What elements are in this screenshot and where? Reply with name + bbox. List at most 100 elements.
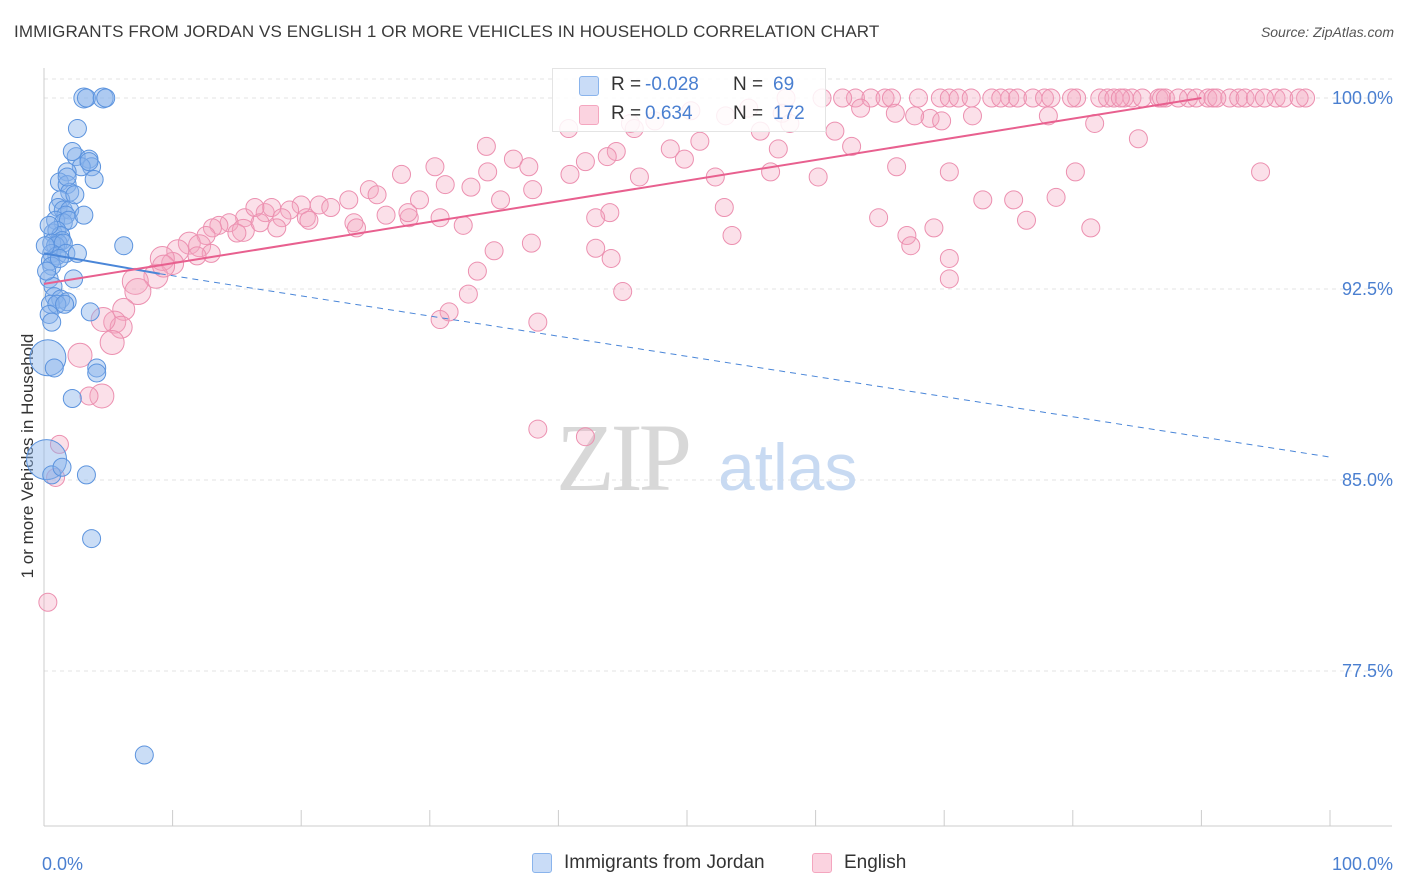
x-tick-label: 0.0%: [42, 854, 83, 874]
english-point: [484, 241, 504, 261]
english-point: [1067, 88, 1087, 108]
english-point: [629, 167, 649, 187]
english-point: [714, 198, 734, 218]
english-point: [272, 208, 292, 228]
y-tick-label: 85.0%: [1342, 470, 1393, 490]
stats-n-label: N =: [733, 74, 764, 95]
jordan-point: [87, 358, 107, 378]
english-point: [38, 592, 58, 612]
jordan-point: [80, 302, 100, 322]
english-point: [1038, 106, 1058, 126]
english-point: [491, 190, 511, 210]
legend-swatch-jordan: [532, 853, 552, 873]
english-point: [962, 106, 982, 126]
english-point: [833, 88, 853, 108]
english-point: [262, 198, 282, 218]
english-point: [586, 238, 606, 258]
english-point: [887, 157, 907, 177]
english-point: [885, 103, 905, 123]
english-point: [528, 312, 548, 332]
y-axis-label: 1 or more Vehicles in Household: [18, 334, 37, 579]
jordan-point: [42, 312, 62, 332]
english-point: [1041, 88, 1061, 108]
legend-item-jordan[interactable]: Immigrants from Jordan: [532, 852, 765, 874]
english-point: [924, 218, 944, 238]
english-point: [1289, 88, 1309, 108]
english-point: [523, 180, 543, 200]
jordan-point: [79, 152, 99, 172]
english-point: [825, 121, 845, 141]
english-point: [575, 152, 595, 172]
english-point: [476, 136, 496, 156]
english-point: [202, 218, 222, 238]
english-point: [309, 195, 329, 215]
english-point: [901, 236, 921, 256]
jordan-point: [62, 389, 82, 409]
english-point: [908, 88, 928, 108]
jordan-point: [52, 457, 72, 477]
english-point: [1207, 88, 1227, 108]
english-point: [600, 203, 620, 223]
english-point: [112, 297, 136, 321]
stats-n-value: 69: [773, 74, 795, 95]
english-point: [321, 198, 341, 218]
english-point: [897, 226, 917, 246]
jordan-point: [84, 169, 104, 189]
stats-r-label: R =: [611, 103, 642, 124]
english-point: [1254, 88, 1274, 108]
jordan-point: [65, 185, 85, 205]
english-trendline: [43, 97, 1202, 285]
jordan-point: [76, 465, 96, 485]
watermark-zip: ZIP: [556, 404, 689, 511]
stats-n-label: N =: [733, 103, 764, 124]
english-point: [842, 136, 862, 156]
source-credit: Source: ZipAtlas.com: [1260, 24, 1394, 40]
english-point: [267, 218, 287, 238]
english-point: [124, 278, 152, 306]
y-tick-label: 92.5%: [1342, 279, 1393, 299]
english-point: [90, 307, 116, 333]
english-point: [367, 185, 387, 205]
english-point: [430, 310, 450, 330]
y-tick-label: 100.0%: [1332, 88, 1393, 108]
english-point: [67, 342, 93, 368]
english-point: [461, 177, 481, 197]
stats-n-value: 172: [773, 103, 805, 124]
english-point: [808, 167, 828, 187]
english-point: [613, 282, 633, 302]
jordan-point: [42, 465, 62, 485]
jordan-point: [114, 236, 134, 256]
watermark-atlas: atlas: [718, 430, 857, 504]
stats-swatch-jordan: [579, 76, 599, 96]
stats-r-value: 0.634: [645, 103, 693, 124]
jordan-point: [39, 304, 59, 324]
english-point: [425, 157, 445, 177]
legend-label-english: English: [844, 852, 907, 873]
english-point: [1090, 88, 1110, 108]
english-point: [1062, 88, 1082, 108]
english-point: [1004, 190, 1024, 210]
stats-r-value: -0.028: [645, 74, 699, 95]
english-point: [920, 108, 940, 128]
jordan-trendline: [43, 252, 160, 275]
english-point: [299, 210, 319, 230]
jordan-point: [96, 88, 116, 108]
english-point: [932, 111, 952, 131]
english-point: [1017, 210, 1037, 230]
legend-swatch-english: [812, 853, 832, 873]
english-point: [339, 190, 359, 210]
english-point: [606, 141, 626, 161]
english-point: [1122, 88, 1142, 108]
jordan-point: [29, 339, 67, 377]
english-point: [435, 175, 455, 195]
english-point: [250, 213, 270, 233]
english-point: [939, 162, 959, 182]
english-point: [227, 223, 247, 243]
legend-item-english[interactable]: English: [812, 852, 906, 874]
english-point: [1235, 88, 1255, 108]
english-point: [1132, 88, 1152, 108]
english-point: [586, 208, 606, 228]
english-point: [597, 147, 617, 167]
english-point: [519, 157, 539, 177]
